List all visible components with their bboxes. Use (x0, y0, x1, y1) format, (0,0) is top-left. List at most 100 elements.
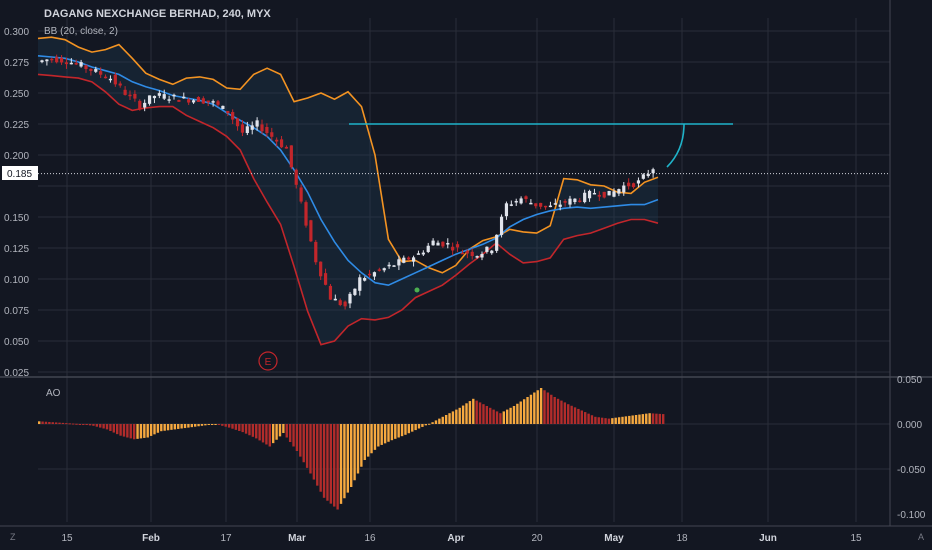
y-tick-label: 0.050 (4, 337, 29, 348)
ao-bar (475, 400, 478, 424)
ao-bar (261, 424, 265, 443)
ao-bar (88, 424, 92, 426)
y-tick-label: 0.125 (4, 244, 29, 255)
candle-body (323, 273, 328, 285)
x-tick-label: 20 (531, 533, 543, 544)
current-price-text: 0.185 (7, 169, 32, 180)
ao-bar (519, 401, 522, 424)
ao-bar (116, 424, 119, 435)
candle-body (172, 94, 176, 97)
ao-bar (472, 398, 475, 424)
ao-bar (611, 418, 614, 424)
x-tick-label: 18 (676, 533, 688, 544)
ao-bar (244, 424, 248, 434)
candle-body (123, 89, 127, 95)
ao-bar (522, 399, 526, 424)
ao-bar (655, 413, 658, 424)
candle-body (206, 100, 210, 103)
ao-bar (343, 424, 346, 499)
candle-body (40, 60, 44, 63)
ao-bar (153, 424, 156, 435)
candle-body (128, 94, 132, 97)
candle-body (108, 78, 113, 81)
ao-bar (563, 402, 567, 424)
ao-bar (136, 424, 139, 439)
ao-bar (577, 408, 580, 424)
ao-bar (648, 413, 651, 424)
ao-bar (360, 424, 363, 467)
ao-bar (431, 422, 434, 424)
ao-bar (268, 424, 271, 447)
ao-bar (241, 424, 244, 433)
ao-bar (217, 424, 221, 425)
ao-bar (465, 403, 468, 424)
ao-bar (448, 413, 451, 424)
ao-bar (512, 406, 516, 424)
auto-scale-icon[interactable]: A (918, 532, 924, 542)
ao-bar (44, 421, 48, 424)
candle-body (358, 277, 362, 291)
candle-body (558, 204, 562, 207)
ao-bar (645, 413, 648, 424)
candle-body (338, 300, 342, 306)
ao-bar (356, 424, 360, 474)
ao-bar (397, 424, 400, 438)
candle-body (431, 240, 435, 246)
candle-body (602, 191, 606, 198)
candle-body (597, 194, 601, 197)
candle-body (553, 203, 557, 205)
ao-bar (370, 424, 373, 454)
current-price-box (2, 166, 38, 180)
candle-body (157, 93, 161, 96)
ao-bar (400, 424, 404, 437)
candle-body (612, 191, 616, 197)
candle-body (79, 62, 83, 67)
ao-bar (536, 390, 539, 424)
candle-body (226, 111, 230, 114)
ao-bar (38, 421, 41, 424)
ao-bar (129, 424, 132, 439)
ao-bar (156, 424, 160, 433)
ao-bar (458, 407, 461, 424)
ao-bar (234, 424, 238, 430)
ao-bar (177, 424, 180, 429)
ao-bar (417, 424, 421, 429)
ao-bar (132, 424, 136, 440)
ao-bar (550, 394, 553, 424)
candle-body (74, 63, 78, 65)
candle-body (231, 112, 235, 120)
ao-bar (336, 424, 339, 510)
candle-body (475, 256, 479, 258)
ao-bar (594, 416, 597, 424)
ao-bar (71, 423, 75, 425)
candle-body (294, 169, 298, 185)
indicator-legend[interactable]: BB (20, close, 2) (44, 26, 118, 37)
ao-bar (662, 414, 665, 424)
ao-bar (299, 424, 302, 457)
zoom-icon[interactable]: Z (10, 532, 16, 542)
current-price-label: 0.185 (2, 166, 38, 180)
candle-body (133, 93, 137, 99)
candle-body (260, 124, 264, 132)
ao-bar (526, 397, 529, 424)
ao-bar (329, 424, 333, 504)
ao-bar (105, 424, 109, 430)
candle-body (509, 204, 513, 206)
y-tick-label: 0.250 (4, 89, 29, 100)
ao-bar (614, 417, 617, 424)
ao-bar (322, 424, 326, 498)
candle-body (539, 202, 543, 207)
ao-bar (54, 422, 58, 424)
ao-bar (468, 401, 472, 424)
candle-body (196, 97, 201, 102)
earnings-marker[interactable] (258, 351, 278, 371)
y-tick-label: 0.075 (4, 306, 29, 317)
candle-body (372, 272, 377, 277)
ao-bar (597, 417, 600, 424)
candle-body (426, 245, 430, 252)
ao-bar (424, 424, 427, 426)
candle-body (387, 264, 391, 267)
ao-label[interactable]: AO (46, 388, 61, 399)
ao-bar (489, 407, 492, 424)
